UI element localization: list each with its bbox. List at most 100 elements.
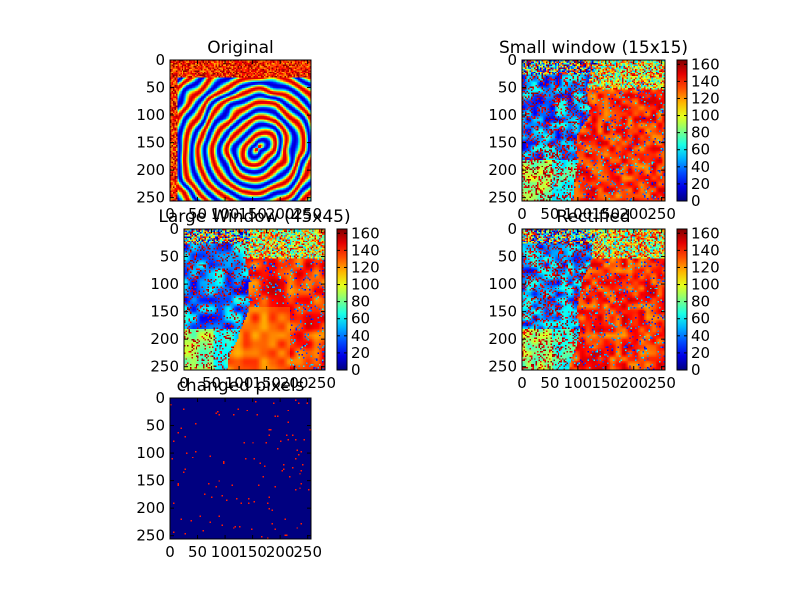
colorbar-tick-label: 140 — [691, 72, 720, 90]
x-tick-label: 100 — [211, 543, 240, 561]
y-tick-label: 100 — [150, 275, 179, 293]
x-tick-label: 50 — [188, 205, 207, 223]
axes-frame — [521, 228, 666, 371]
y-tick-label: 0 — [155, 389, 165, 407]
y-tick-label: 100 — [488, 106, 517, 124]
colorbar-tick-label: 0 — [351, 361, 361, 379]
x-tick-label: 150 — [591, 205, 620, 223]
y-tick-label: 0 — [507, 51, 517, 69]
colorbar-tick-label: 140 — [351, 241, 380, 259]
x-tick-label: 250 — [293, 205, 322, 223]
colorbar-tick-label: 40 — [691, 327, 710, 345]
x-tick-label: 100 — [564, 205, 593, 223]
colorbar-tick-label: 60 — [351, 310, 370, 328]
colorbar-tick-label: 160 — [691, 55, 720, 73]
x-tick-label: 200 — [619, 205, 648, 223]
y-tick-label: 50 — [146, 79, 165, 97]
y-tick-label: 200 — [488, 161, 517, 179]
axes-frame — [169, 397, 312, 540]
colorbar-tick-label: 20 — [351, 344, 370, 362]
x-tick-label: 50 — [540, 374, 559, 392]
x-tick-label: 250 — [307, 374, 336, 392]
y-tick-label: 0 — [155, 51, 165, 69]
x-tick-label: 100 — [211, 205, 240, 223]
y-tick-label: 200 — [136, 499, 165, 517]
subplot-1: Small window (15x15)0 50 100 150 200 25005010… — [488, 38, 719, 223]
y-tick-label: 250 — [488, 358, 517, 376]
colorbar-gradient — [676, 59, 688, 202]
colorbar-tick-label: 60 — [691, 141, 710, 159]
x-tick-label: 0 — [165, 205, 175, 223]
y-tick-label: 200 — [150, 330, 179, 348]
x-tick-label: 0 — [165, 543, 175, 561]
colorbar-tick-label: 20 — [691, 344, 710, 362]
colorbar-tick-label: 20 — [691, 175, 710, 193]
colorbar-tick-label: 100 — [691, 276, 720, 294]
y-tick-label: 50 — [498, 248, 517, 266]
y-tick-label: 0 — [169, 220, 179, 238]
heatmap-image — [170, 398, 311, 539]
heatmap-image — [184, 229, 325, 370]
subplot-2: Large Window (45x45)0 50 10015020025005010… — [150, 207, 379, 392]
x-tick-label: 50 — [202, 374, 221, 392]
y-tick-label: 250 — [136, 189, 165, 207]
colorbar-tick-label: 160 — [691, 224, 720, 242]
heatmap-image — [170, 60, 311, 201]
x-tick-label: 0 — [517, 205, 527, 223]
colorbar-tick-label: 0 — [691, 192, 701, 210]
heatmap-image — [522, 60, 665, 201]
subplot-title: Large Window (45x45) — [158, 207, 350, 227]
x-tick-label: 150 — [238, 205, 267, 223]
colorbar-tick-label: 80 — [691, 293, 710, 311]
x-tick-label: 250 — [647, 205, 676, 223]
y-tick-label: 100 — [488, 275, 517, 293]
colorbar-tick-label: 100 — [691, 107, 720, 125]
x-tick-label: 150 — [591, 374, 620, 392]
subplot-title: Original — [207, 38, 274, 58]
y-tick-label: 150 — [488, 134, 517, 152]
x-tick-label: 50 — [540, 205, 559, 223]
y-tick-label: 150 — [150, 303, 179, 321]
x-tick-label: 150 — [238, 543, 267, 561]
colorbar-gradient — [336, 228, 348, 371]
heatmap-image — [522, 229, 665, 370]
x-tick-label: 100 — [564, 374, 593, 392]
colorbar-tick-label: 80 — [351, 293, 370, 311]
x-tick-label: 200 — [266, 543, 295, 561]
colorbar-tick-label: 60 — [691, 310, 710, 328]
colorbar-tick-label: 140 — [691, 241, 720, 259]
x-tick-label: 150 — [252, 374, 281, 392]
x-tick-label: 250 — [293, 543, 322, 561]
x-tick-label: 50 — [188, 543, 207, 561]
y-tick-label: 100 — [136, 106, 165, 124]
subplot-title: Small window (15x15) — [499, 38, 688, 58]
y-tick-label: 50 — [498, 79, 517, 97]
colorbar-tick-label: 80 — [691, 124, 710, 142]
colorbar-tick-label: 40 — [691, 158, 710, 176]
x-tick-label: 0 — [517, 374, 527, 392]
y-tick-label: 150 — [136, 134, 165, 152]
x-tick-label: 250 — [647, 374, 676, 392]
axes-frame — [169, 59, 312, 202]
subplot-title: changed pixels — [177, 376, 305, 396]
y-tick-label: 200 — [136, 161, 165, 179]
y-tick-label: 50 — [160, 248, 179, 266]
colorbar-tick-label: 0 — [691, 361, 701, 379]
x-tick-label: 0 — [179, 374, 189, 392]
axes-frame — [521, 59, 666, 202]
y-tick-label: 50 — [146, 417, 165, 435]
y-tick-label: 150 — [136, 472, 165, 490]
y-tick-label: 0 — [507, 220, 517, 238]
y-tick-label: 100 — [136, 444, 165, 462]
x-tick-label: 200 — [280, 374, 309, 392]
y-tick-label: 250 — [136, 527, 165, 545]
colorbar-tick-label: 120 — [691, 89, 720, 107]
x-tick-label: 200 — [619, 374, 648, 392]
y-tick-label: 200 — [488, 330, 517, 348]
x-tick-label: 100 — [225, 374, 254, 392]
